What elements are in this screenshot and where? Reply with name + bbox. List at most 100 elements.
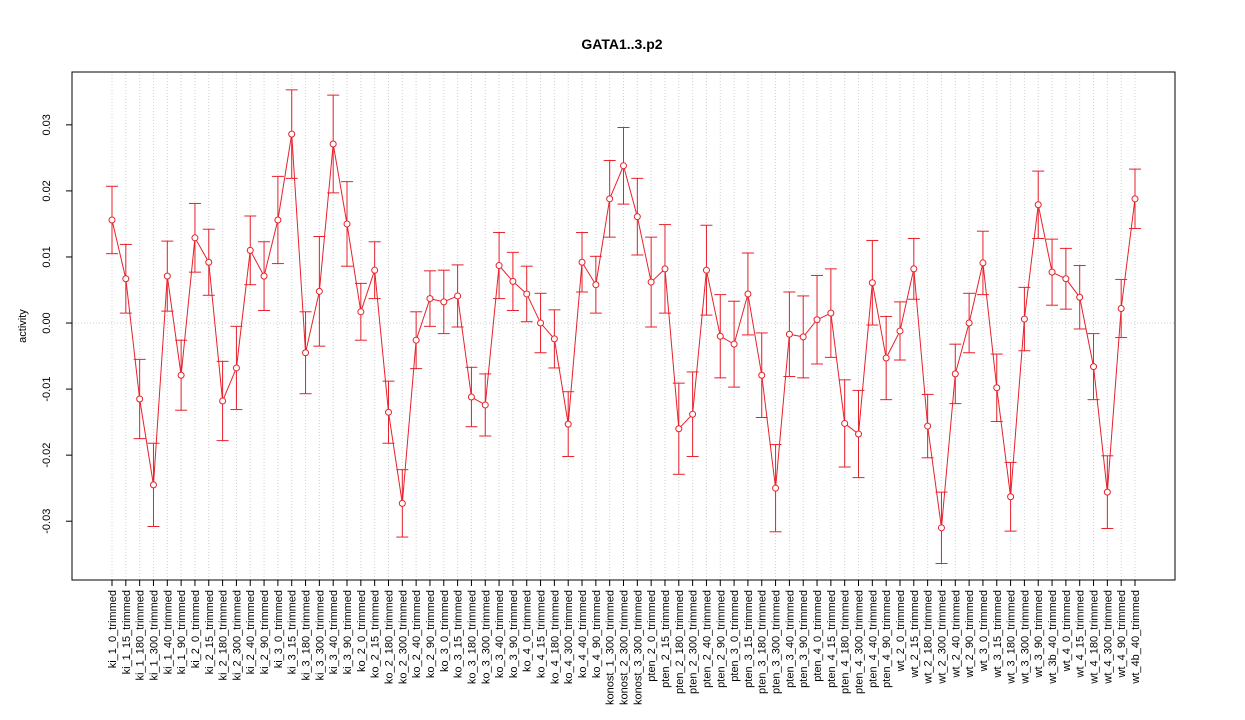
data-point (108, 216, 116, 224)
data-point (592, 281, 600, 289)
x-tick-label: pten_3_40_trimmed (784, 590, 796, 688)
x-tick-label: ko_2_90_trimmed (425, 590, 437, 678)
data-point (633, 213, 641, 221)
data-point (1103, 488, 1111, 496)
data-point (440, 298, 448, 306)
x-tick-label: pten_3_300_trimmed (771, 590, 783, 694)
y-tick-label: 0.03 (41, 114, 53, 135)
x-tick-label: ko_4_0_trimmed (522, 590, 534, 672)
x-tick-label: pten_4_15_trimmed (826, 590, 838, 688)
data-point (772, 484, 780, 492)
data-point (343, 220, 351, 228)
x-tick-label: pten_3_0_trimmed (729, 590, 741, 682)
data-point (412, 336, 420, 344)
x-tick-label: wt_4b_40_trimmed (1130, 590, 1142, 685)
data-point (163, 272, 171, 280)
data-point (495, 262, 503, 270)
x-tick-label: ko_3_300_trimmed (480, 590, 492, 684)
data-point (785, 330, 793, 338)
data-point (1131, 195, 1139, 203)
x-tick-label: pten_2_180_trimmed (674, 590, 686, 694)
x-tick-label: pten_3_15_trimmed (743, 590, 755, 688)
data-point (177, 371, 185, 379)
x-tick-label: wt_4_15_trimmed (1075, 590, 1087, 678)
x-tick-label: pten_4_0_trimmed (812, 590, 824, 682)
data-point (965, 319, 973, 327)
data-point (357, 308, 365, 316)
data-point (315, 287, 323, 295)
data-point (661, 265, 669, 273)
x-tick-label: konost_3_300_trimmed (632, 590, 644, 705)
x-tick-label: ki_3_300_trimmed (314, 590, 326, 681)
data-point (620, 162, 627, 170)
data-point (371, 266, 379, 274)
data-point (122, 275, 130, 283)
data-point (246, 246, 254, 254)
x-tick-label: wt_4_0_trimmed (1061, 590, 1073, 672)
x-tick-label: wt_4_300_trimmed (1102, 590, 1114, 685)
data-point (689, 410, 697, 418)
x-tick-label: wt_2_180_trimmed (923, 590, 935, 685)
data-point (868, 279, 876, 287)
x-tick-label: pten_2_15_trimmed (660, 590, 672, 688)
x-tick-label: wt_2_300_trimmed (936, 590, 948, 685)
x-tick-label: pten_4_90_trimmed (881, 590, 893, 688)
x-tick-label: ki_3_0_trimmed (273, 590, 285, 668)
data-point (191, 234, 199, 242)
y-tick-label: 0.01 (41, 246, 53, 267)
chart-title: GATA1..3.p2 (581, 36, 662, 52)
y-tick-label: 0.02 (41, 180, 53, 201)
x-tick-label: ko_3_0_trimmed (439, 590, 451, 672)
data-point (302, 349, 310, 357)
data-point (260, 272, 268, 280)
x-tick-label: ki_2_15_trimmed (204, 590, 216, 674)
x-tick-label: ki_2_40_trimmed (245, 590, 257, 674)
data-point (136, 395, 144, 403)
x-tick-label: pten_2_40_trimmed (701, 590, 713, 688)
x-tick-label: konost_1_300_trimmed (605, 590, 617, 705)
x-tick-label: ki_1_90_trimmed (176, 590, 188, 674)
data-point (1090, 363, 1098, 371)
data-point (1076, 293, 1084, 301)
x-tick-label: ki_3_15_trimmed (287, 590, 299, 674)
data-point (398, 499, 406, 507)
data-point (426, 295, 434, 303)
x-tick-label: ko_4_15_trimmed (536, 590, 548, 678)
data-point (855, 430, 863, 438)
data-point (454, 292, 462, 300)
data-point (979, 259, 987, 267)
x-tick-label: ki_1_300_trimmed (148, 590, 160, 681)
x-tick-label: wt_3_0_trimmed (978, 590, 990, 672)
x-tick-label: wt_2_40_trimmed (950, 590, 962, 678)
data-point (675, 425, 683, 433)
x-tick-label: wt_4_90_trimmed (1116, 590, 1128, 678)
x-tick-label: ki_1_15_trimmed (121, 590, 133, 674)
data-point (481, 401, 489, 409)
x-tick-label: ki_2_0_trimmed (190, 590, 202, 668)
data-point (951, 370, 959, 378)
x-tick-label: wt_2_0_trimmed (895, 590, 907, 672)
x-tick-label: pten_4_180_trimmed (840, 590, 852, 694)
x-tick-label: wt_3_180_trimmed (1006, 590, 1018, 685)
x-tick-label: pten_3_180_trimmed (757, 590, 769, 694)
x-tick-label: ko_4_90_trimmed (591, 590, 603, 678)
x-tick-label: ko_3_40_trimmed (494, 590, 506, 678)
x-tick-label: pten_2_90_trimmed (715, 590, 727, 688)
x-tick-label: ko_4_40_trimmed (577, 590, 589, 678)
data-point (827, 309, 835, 317)
data-point (910, 265, 918, 273)
data-point (509, 277, 517, 285)
x-tick-label: ko_2_0_trimmed (356, 590, 368, 672)
y-tick-label: -0.01 (41, 377, 53, 402)
data-point (550, 335, 558, 343)
x-tick-label: pten_4_300_trimmed (854, 590, 866, 694)
x-tick-label: pten_4_40_trimmed (867, 590, 879, 688)
data-point (702, 266, 710, 274)
data-point (841, 419, 849, 427)
x-tick-label: ko_2_180_trimmed (383, 590, 395, 684)
data-point (1007, 493, 1015, 501)
x-tick-label: ki_2_180_trimmed (218, 590, 230, 681)
data-point (937, 524, 945, 532)
x-tick-label: ki_2_90_trimmed (259, 590, 271, 674)
